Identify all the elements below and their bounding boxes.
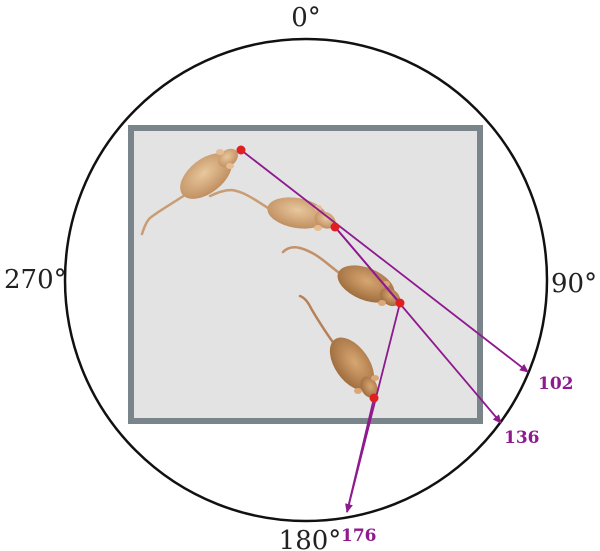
arena — [128, 125, 483, 424]
nose-marker — [369, 393, 379, 403]
heading-label: 102 — [538, 374, 574, 394]
heading-label: 176 — [341, 526, 377, 546]
heading-arrow-102 — [240, 149, 529, 373]
compass-label-top: 0° — [291, 3, 321, 33]
nose-marker — [395, 298, 405, 308]
mouse-1 — [140, 148, 238, 236]
compass-label-bottom: 180° — [279, 526, 342, 551]
mouse-3 — [281, 245, 401, 307]
nose-marker — [236, 145, 246, 155]
nose-marker — [330, 222, 340, 232]
heading-arrow-176-lead — [346, 397, 375, 513]
heading-arrow-136-ext — [334, 226, 401, 304]
mouse-4 — [298, 294, 379, 398]
compass-label-left: 270° — [4, 265, 67, 295]
compass-circle — [63, 37, 549, 523]
compass-label-right: 90° — [551, 269, 597, 299]
heading-label: 136 — [504, 428, 540, 448]
